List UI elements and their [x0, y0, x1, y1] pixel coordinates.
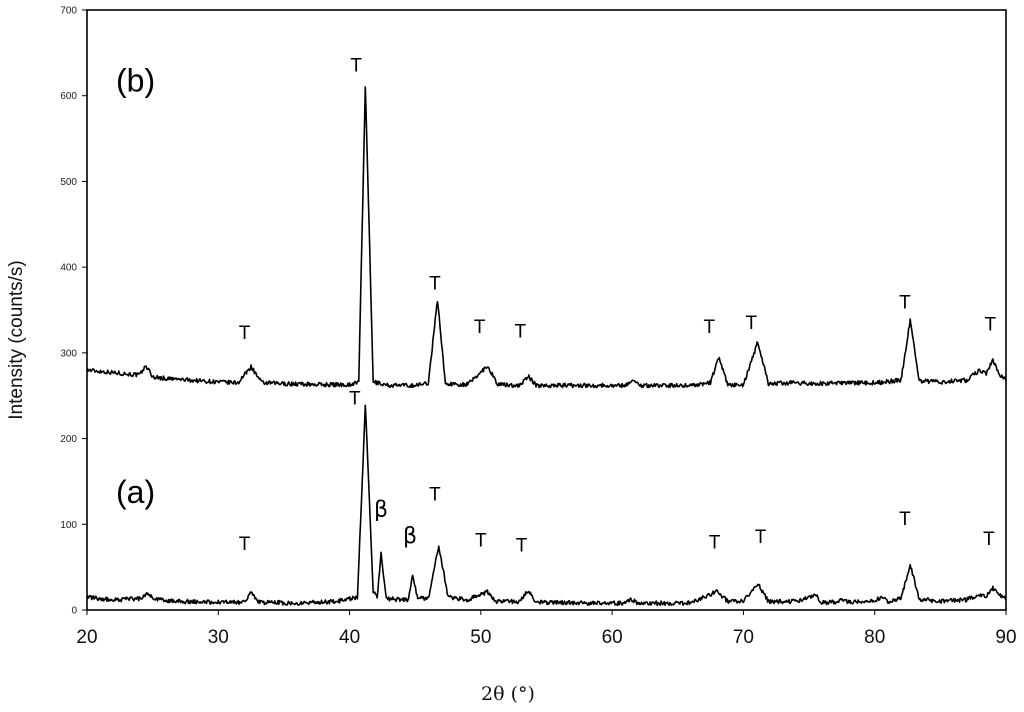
series-group — [86, 86, 1007, 607]
tetragonal-peak-label: T — [239, 323, 251, 344]
panel-label: (a) — [116, 474, 155, 510]
tetragonal-peak-label: T — [899, 292, 911, 313]
y-tick-label: 500 — [60, 177, 77, 188]
series-line — [86, 86, 1007, 389]
tetragonal-peak-label: T — [475, 531, 487, 552]
tetragonal-peak-label: T — [474, 317, 486, 338]
beta-phase-label: β — [403, 524, 417, 549]
plot-frame — [86, 9, 1007, 611]
tetragonal-peak-label: T — [709, 532, 721, 553]
tetragonal-peak-label: T — [746, 313, 758, 334]
tetragonal-peak-label: T — [755, 527, 767, 548]
tetragonal-peak-label: T — [429, 484, 441, 505]
tetragonal-peak-label: T — [239, 534, 251, 555]
panel-label: (b) — [116, 62, 155, 98]
tetragonal-peak-label: T — [516, 536, 528, 557]
annotations-group: T T T T T T T T T T T T T T T T T Tββ — [239, 56, 997, 557]
x-axis: 20 30 40 50 60 70 80 90 — [76, 610, 1017, 648]
x-tick-label: 20 — [76, 627, 97, 648]
x-tick-label: 40 — [339, 627, 360, 648]
y-tick-label: 700 — [60, 6, 77, 17]
y-tick-label: 100 — [60, 520, 77, 531]
tetragonal-peak-label: T — [350, 56, 362, 77]
tetragonal-peak-label: T — [514, 321, 526, 342]
x-tick-label: 70 — [733, 627, 754, 648]
y-tick-label: 300 — [60, 348, 77, 359]
y-axis-label: Intensity (counts/s) — [6, 260, 27, 419]
y-tick-label: 0 — [71, 606, 77, 617]
y-tick-label: 200 — [60, 434, 77, 445]
y-tick-label: 400 — [60, 263, 77, 274]
tetragonal-peak-label: T — [983, 529, 995, 550]
tetragonal-peak-label: T — [349, 388, 361, 409]
panel-labels: (b) (a) — [116, 62, 155, 509]
x-axis-label: 2θ (°) — [481, 683, 535, 705]
tetragonal-peak-label: T — [703, 317, 715, 338]
x-tick-label: 80 — [864, 627, 885, 648]
y-axis: 0 100 200 300 400 500 600 700 — [60, 6, 87, 617]
beta-phase-label: β — [374, 498, 388, 523]
x-tick-label: 50 — [470, 627, 491, 648]
x-tick-label: 90 — [995, 627, 1016, 648]
tetragonal-peak-label: T — [899, 509, 911, 530]
y-tick-label: 600 — [60, 91, 77, 102]
tetragonal-peak-label: T — [984, 315, 996, 336]
x-tick-label: 60 — [602, 627, 623, 648]
x-tick-label: 30 — [208, 627, 229, 648]
series-line — [86, 404, 1007, 607]
tetragonal-peak-label: T — [429, 273, 441, 294]
